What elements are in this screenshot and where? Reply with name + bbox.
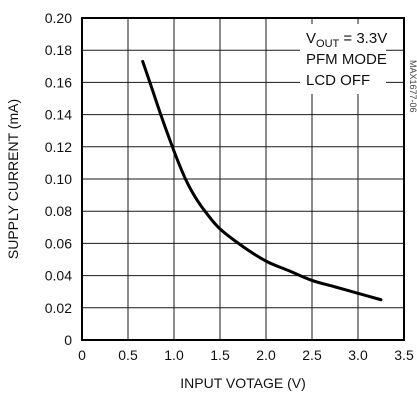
y-tick-label: 0.06 [45,235,72,251]
x-tick-label: 2.0 [256,347,276,363]
y-axis-title: SUPPLY CURRENT (mA) [5,99,21,259]
x-tick-label: 1.0 [164,347,184,363]
figure-watermark: MAX1677-06 [408,60,417,113]
y-tick-label: 0.04 [45,268,72,284]
supply-current-curve [141,59,383,302]
x-tick-label: 1.5 [210,347,230,363]
plot-frame [81,17,405,341]
x-tick-label: 2.5 [302,347,322,363]
x-tick-label: 0 [78,347,86,363]
y-tick-label: 0.20 [45,10,72,26]
x-tick-label: 0.5 [118,347,138,363]
y-tick-label: 0.16 [45,74,72,90]
y-tick-label: 0.10 [45,171,72,187]
annotation-mode: PFM MODE [306,51,387,68]
y-tick-label: 0.18 [45,42,72,58]
x-axis-title: INPUT VOTAGE (V) [180,375,306,391]
annotation-background [300,24,386,94]
y-tick-label: 0.02 [45,300,72,316]
y-tick-label: 0 [64,332,72,348]
annotation-vout-sub: OUT [316,38,340,50]
annotation-vout: VOUT = 3.3V [306,30,387,50]
x-tick-label: 3.0 [348,347,368,363]
y-tick-label: 0.08 [45,203,72,219]
x-tick-label: 3.5 [394,347,414,363]
y-tick-label: 0.14 [45,107,72,123]
annotation-vout-rest: = 3.3V [339,30,387,47]
tick-labels: 0 0.5 1.0 1.5 2.0 2.5 3.0 3.5 0 0.02 0.04 0.06 0.08 0… [45,10,414,363]
annotation-lcd: LCD OFF [306,72,370,89]
y-tick-label: 0.12 [45,139,72,155]
annotation-vout-main: V [306,30,316,47]
